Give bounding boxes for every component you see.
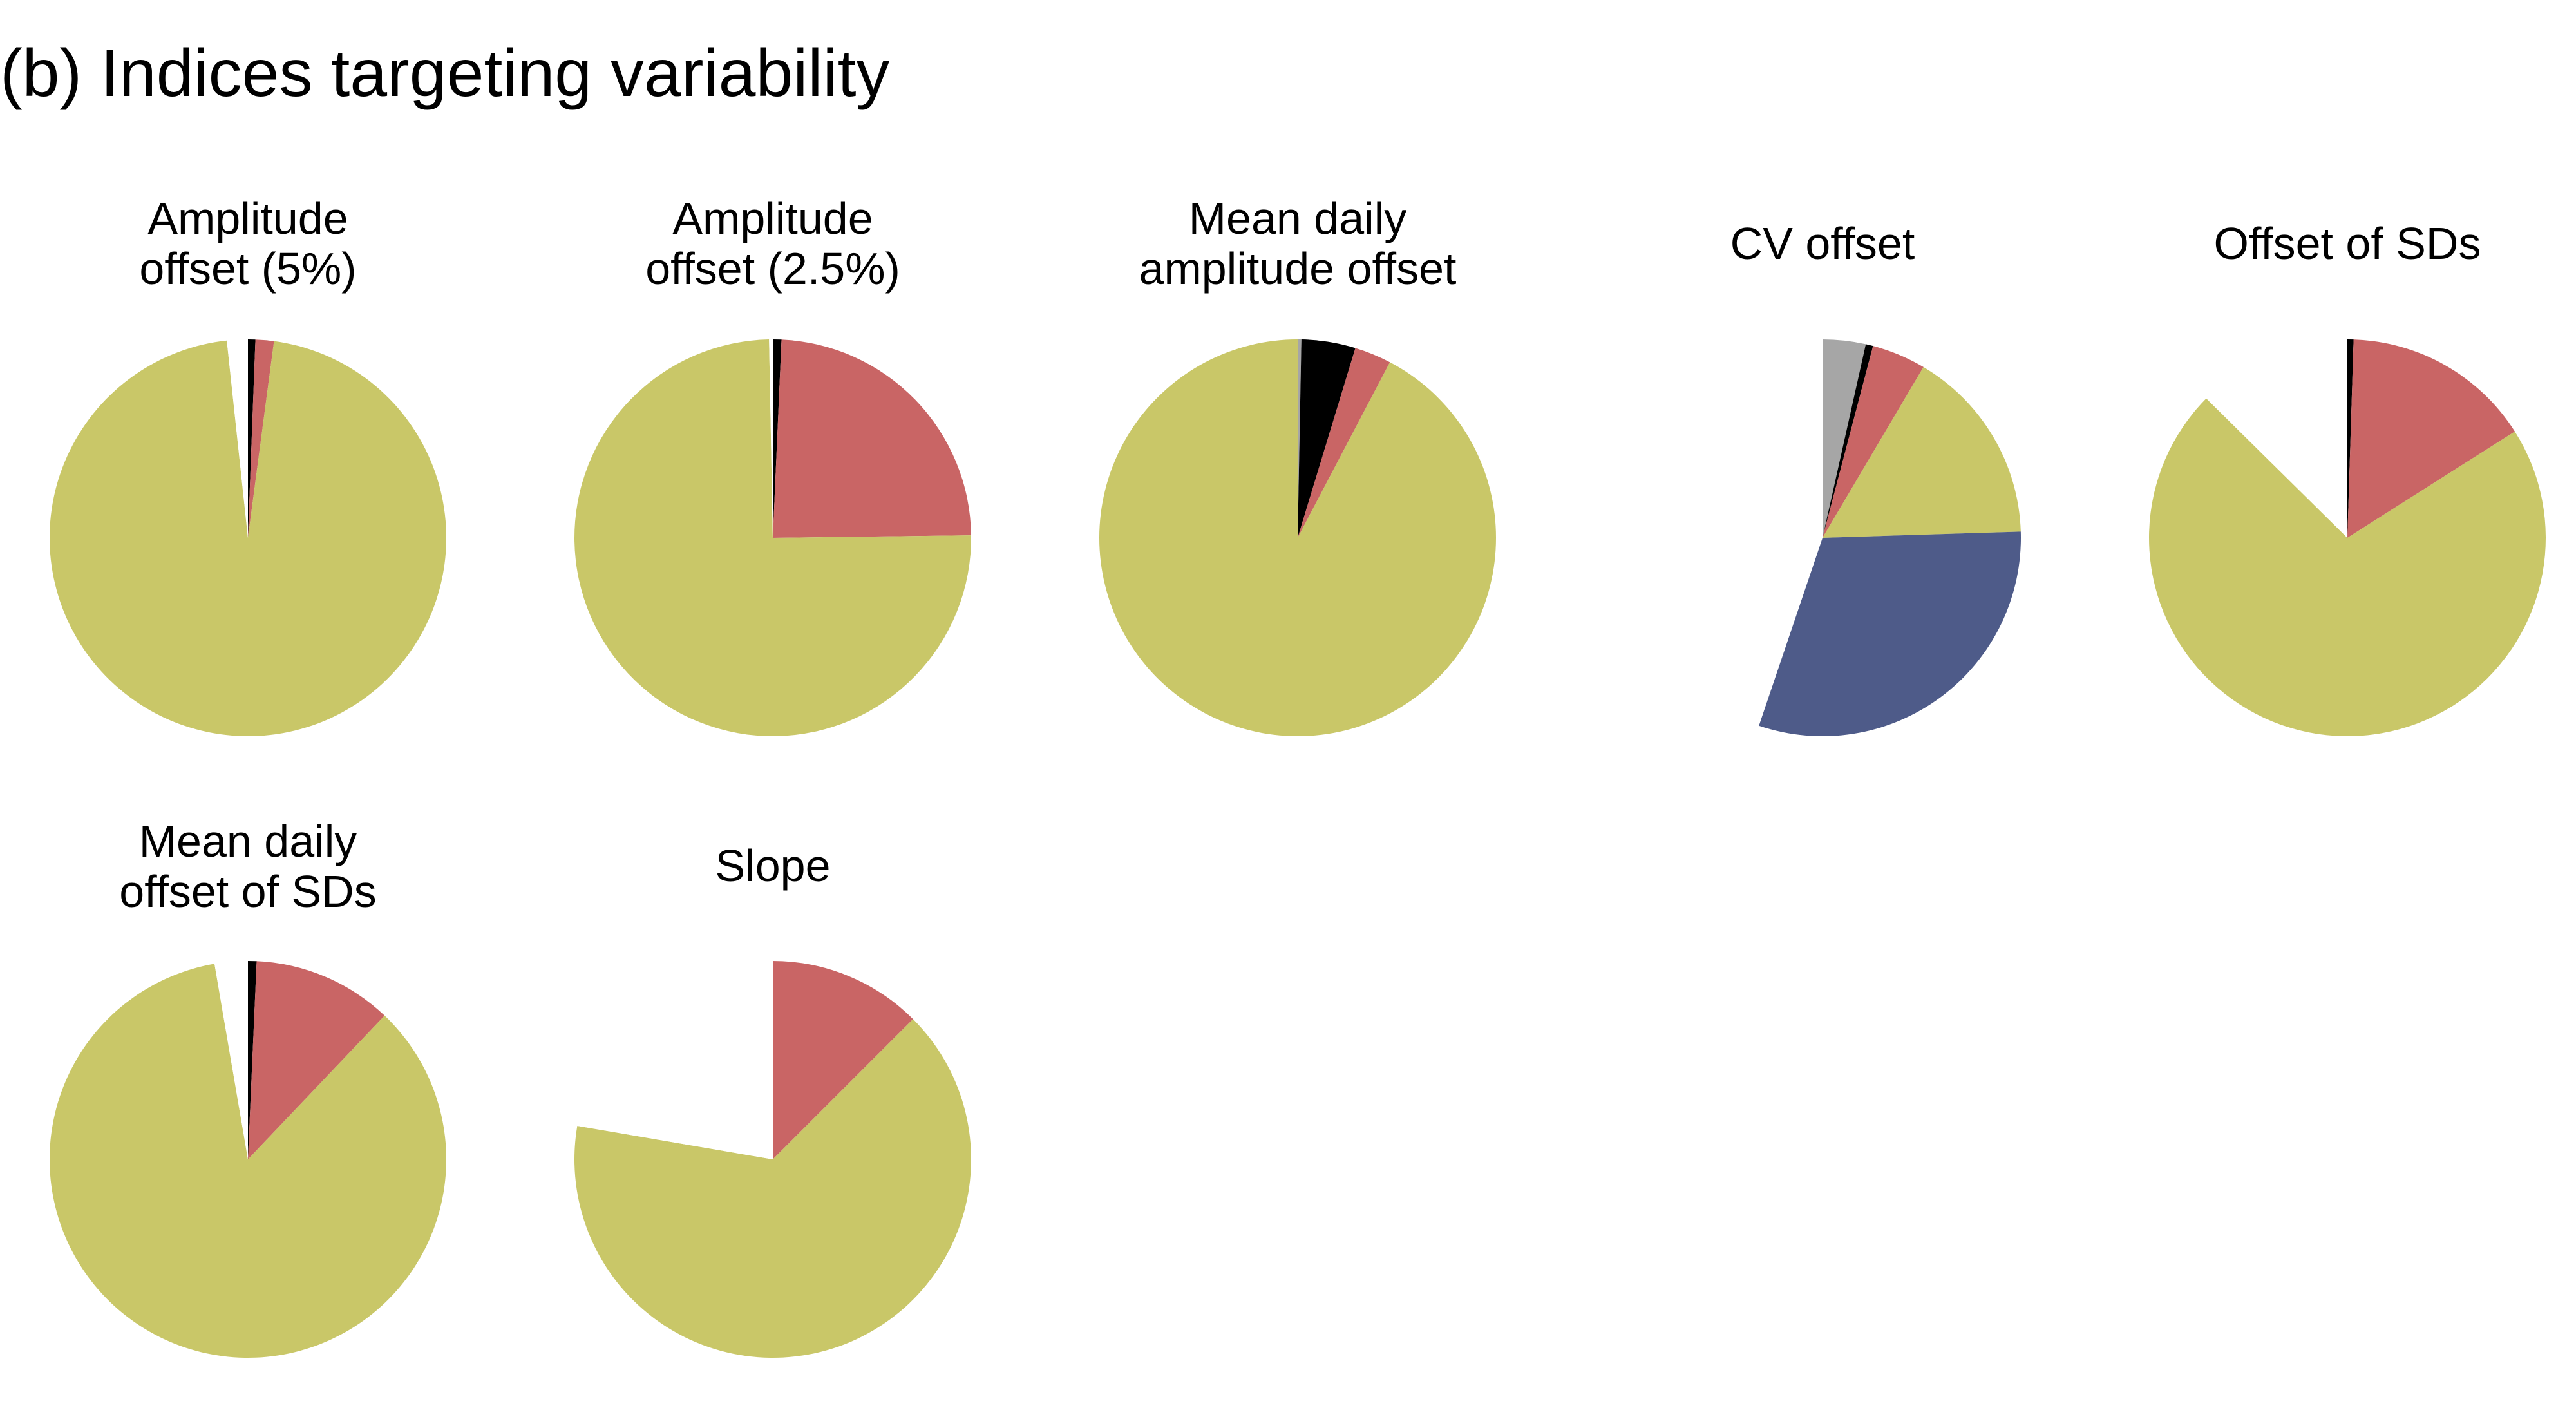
pie-3-slice-gray (1298, 339, 1302, 538)
pie-1-slice-yellow (50, 340, 447, 737)
pie-3 (1099, 339, 1497, 736)
pie-2-slice-black (773, 339, 782, 538)
pie-1 (50, 339, 447, 737)
pie-5-slice-black (2347, 339, 2354, 538)
pie-title-7: Slope (715, 841, 831, 891)
pie-4-slice-yellow (1823, 366, 2021, 538)
pie-4-slice-gray (1823, 339, 1866, 538)
pie-3-slice-red (1298, 348, 1390, 538)
pie-title-2: Amplitude offset (2.5%) (645, 193, 900, 294)
pie-7 (574, 961, 971, 1358)
figure-title: (b) Indices targeting variability (0, 36, 890, 111)
pie-4-slice-white (1624, 339, 1823, 726)
pie-7-slice-red (773, 961, 913, 1159)
pie-3-slice-yellow (1099, 339, 1497, 736)
pie-4 (1624, 339, 2022, 737)
pie-2-slice-red (773, 339, 971, 538)
pie-7-slice-yellow (574, 1019, 971, 1358)
pie-1-slice-red (248, 339, 274, 538)
pie-2-slice-yellow (574, 339, 972, 736)
pie-5 (2148, 339, 2546, 737)
pie-6-slice-red (248, 961, 385, 1159)
pie-4-slice-blue (1759, 531, 2022, 737)
pie-title-3: Mean daily amplitude offset (1139, 193, 1457, 294)
pie-title-5: Offset of SDs (2213, 218, 2481, 269)
pie-title-6: Mean daily offset of SDs (119, 816, 377, 917)
pie-6-slice-black (248, 961, 257, 1159)
pie-3-slice-black (1298, 339, 1356, 538)
pie-title-1: Amplitude offset (5%) (139, 193, 357, 294)
pie-4-slice-black (1823, 344, 1873, 538)
pie-1-slice-black (248, 339, 256, 538)
pie-6-slice-white (214, 961, 248, 1159)
pie-title-4: CV offset (1730, 218, 1915, 269)
pie-5-slice-red (2347, 339, 2515, 538)
pie-6 (49, 961, 446, 1358)
pie-2 (574, 339, 972, 736)
pie-7-slice-white (577, 961, 773, 1159)
pie-4-slice-red (1823, 346, 1924, 538)
pie-5-slice-white (2206, 339, 2347, 538)
pie-1-slice-white (227, 339, 248, 538)
pie-6-slice-yellow (49, 964, 446, 1358)
pie-5-slice-yellow (2148, 398, 2546, 737)
pie-2-slice-white (769, 339, 773, 538)
